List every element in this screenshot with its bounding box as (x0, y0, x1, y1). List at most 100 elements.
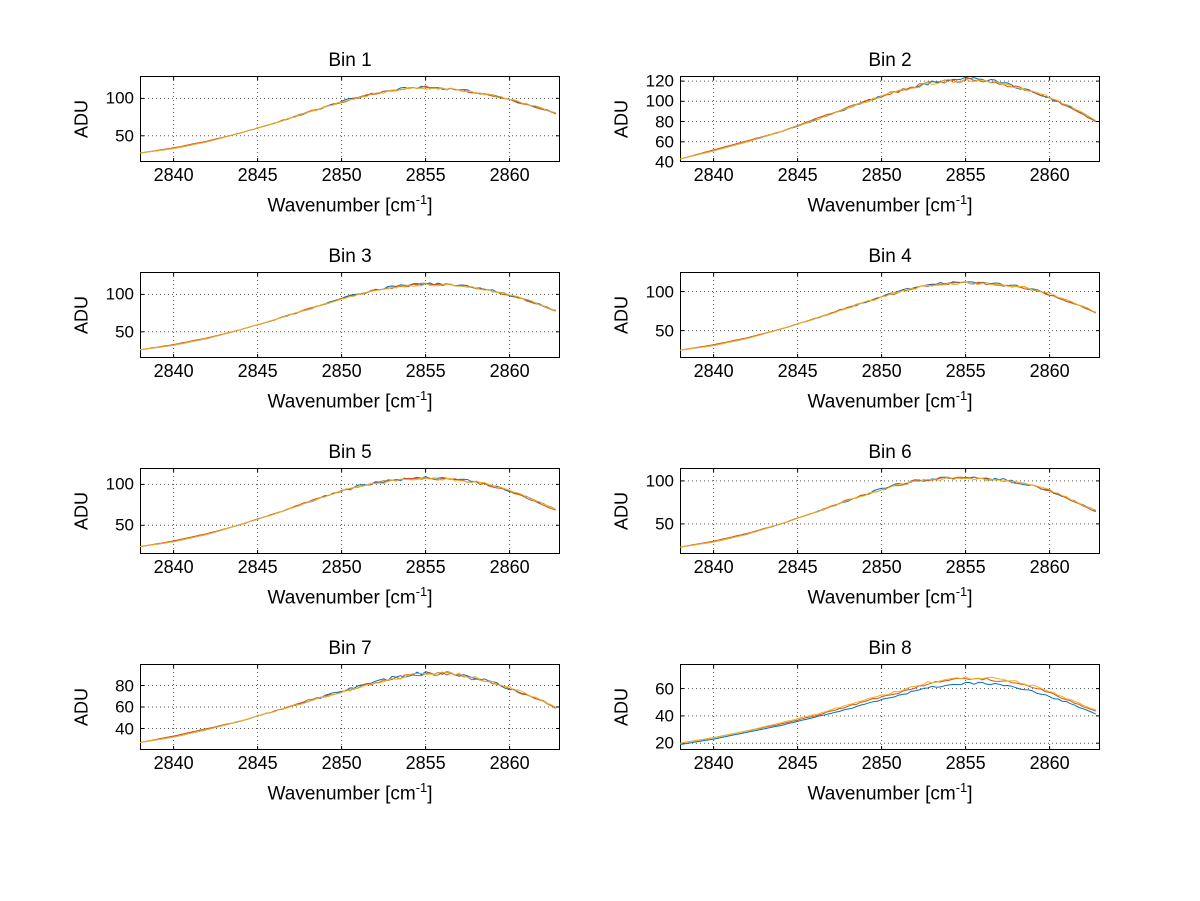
x-axis-label: Wavenumber [cm-1] (807, 192, 973, 217)
plot-area (680, 664, 1100, 750)
y-tick-label: 60 (115, 697, 134, 717)
chart-canvas (140, 468, 560, 554)
x-tick-label: 2850 (861, 753, 902, 773)
plot-area (140, 468, 560, 554)
y-tick-label: 80 (655, 112, 674, 131)
x-tick-labels: 2840 2845 2850 2855 2860 (680, 554, 1100, 580)
y-tick-label: 50 (655, 514, 674, 534)
chart-canvas (680, 664, 1100, 750)
x-tick-label: 2840 (153, 165, 194, 185)
y-tick-label: 100 (645, 282, 674, 301)
y-tick-label: 50 (115, 515, 134, 535)
y-tick-labels: 40 60 80 (94, 664, 140, 750)
y-axis-label-wrap: ADU (70, 664, 94, 750)
plot-area (140, 76, 560, 162)
x-tick-label: 2845 (777, 361, 818, 381)
y-tick-labels: 50 100 (94, 272, 140, 358)
plot-area (680, 272, 1100, 358)
y-tick-label: 50 (655, 321, 674, 341)
x-tick-label: 2860 (1029, 753, 1070, 773)
chart-canvas (140, 272, 560, 358)
subplot-bin-6: Bin 6 ADU 50 100 2840 2845 2850 2855 2860 Wav… (610, 440, 1100, 618)
x-tick-labels: 2840 2845 2850 2855 2860 (680, 358, 1100, 384)
y-tick-labels: 50 100 (634, 468, 680, 554)
y-axis-label-wrap: ADU (70, 468, 94, 554)
y-tick-labels: 20 40 60 (634, 664, 680, 752)
x-tick-label: 2840 (153, 361, 194, 381)
y-tick-labels: 50 100 (94, 76, 140, 162)
subplot-bin-3: Bin 3 ADU 50 100 2840 2845 2850 2855 2860 Wav… (70, 244, 560, 422)
y-axis-label: ADU (611, 99, 632, 139)
chart-canvas (680, 468, 1100, 554)
x-tick-label: 2860 (1029, 361, 1070, 381)
x-tick-label: 2850 (321, 361, 362, 381)
x-tick-label: 2845 (777, 165, 818, 185)
chart-title: Bin 8 (868, 638, 912, 659)
x-tick-label: 2840 (693, 753, 734, 773)
y-tick-labels: 50 100 (94, 468, 140, 554)
plot-area (140, 272, 560, 358)
x-tick-label: 2850 (321, 557, 362, 577)
x-axis-label: Wavenumber [cm-1] (807, 584, 973, 609)
chart-title: Bin 6 (868, 442, 912, 463)
x-tick-label: 2840 (693, 557, 734, 577)
x-tick-label: 2850 (321, 753, 362, 773)
x-tick-label: 2855 (405, 753, 446, 773)
x-axis-label: Wavenumber [cm-1] (267, 192, 433, 217)
x-tick-label: 2840 (693, 165, 734, 185)
subplot-bin-7: Bin 7 ADU 40 60 80 2840 2845 2850 2855 2860 Wa… (70, 636, 560, 814)
chart-title: Bin 7 (328, 638, 372, 659)
y-tick-label: 50 (115, 126, 134, 146)
x-tick-label: 2845 (237, 753, 278, 773)
y-axis-label-wrap: ADU (70, 272, 94, 358)
x-tick-label: 2855 (945, 165, 986, 185)
subplot-bin-8: Bin 8 ADU 20 40 60 2840 2845 2850 2855 2860 Wa… (610, 636, 1100, 814)
chart-title: Bin 4 (868, 246, 912, 267)
y-axis-label: ADU (71, 687, 92, 727)
y-axis-label-wrap: ADU (610, 468, 634, 554)
x-tick-label: 2860 (489, 361, 530, 381)
x-tick-label: 2840 (693, 361, 734, 381)
y-tick-label: 100 (105, 284, 134, 304)
y-tick-label: 100 (105, 474, 134, 494)
y-tick-label: 40 (655, 706, 674, 726)
y-axis-label: ADU (611, 295, 632, 335)
y-axis-label-wrap: ADU (610, 76, 634, 162)
x-tick-labels: 2840 2845 2850 2855 2860 (680, 162, 1100, 188)
subplot-bin-5: Bin 5 ADU 50 100 2840 2845 2850 2855 2860 Wav… (70, 440, 560, 618)
chart-title: Bin 3 (328, 246, 372, 267)
x-tick-label: 2845 (237, 557, 278, 577)
y-tick-label: 80 (115, 676, 134, 695)
x-axis-label: Wavenumber [cm-1] (267, 780, 433, 805)
x-tick-label: 2845 (777, 557, 818, 577)
x-tick-label: 2860 (489, 753, 530, 773)
y-tick-label: 60 (655, 679, 674, 699)
x-tick-labels: 2840 2845 2850 2855 2860 (140, 750, 560, 776)
figure-grid: Bin 1 ADU 50 100 2840 2845 2850 2855 2860 Wav… (70, 50, 1100, 814)
y-axis-label: ADU (71, 491, 92, 531)
x-tick-label: 2850 (861, 361, 902, 381)
x-tick-labels: 2840 2845 2850 2855 2860 (140, 554, 560, 580)
y-axis-label-wrap: ADU (610, 272, 634, 358)
x-tick-label: 2845 (237, 361, 278, 381)
x-tick-label: 2850 (861, 557, 902, 577)
x-tick-label: 2860 (489, 557, 530, 577)
chart-canvas (680, 76, 1100, 162)
y-axis-label: ADU (71, 99, 92, 139)
x-tick-labels: 2840 2845 2850 2855 2860 (680, 750, 1100, 776)
y-axis-label: ADU (71, 295, 92, 335)
x-tick-label: 2855 (945, 557, 986, 577)
plot-area (680, 468, 1100, 554)
x-tick-label: 2845 (237, 165, 278, 185)
x-tick-label: 2860 (489, 165, 530, 185)
x-tick-label: 2860 (1029, 557, 1070, 577)
x-tick-label: 2850 (321, 165, 362, 185)
x-tick-label: 2845 (777, 753, 818, 773)
x-tick-label: 2855 (405, 165, 446, 185)
chart-canvas (140, 76, 560, 162)
x-tick-label: 2855 (405, 557, 446, 577)
y-axis-label-wrap: ADU (610, 664, 634, 750)
x-tick-label: 2840 (153, 557, 194, 577)
x-tick-labels: 2840 2845 2850 2855 2860 (140, 162, 560, 188)
y-tick-label: 100 (645, 471, 674, 491)
